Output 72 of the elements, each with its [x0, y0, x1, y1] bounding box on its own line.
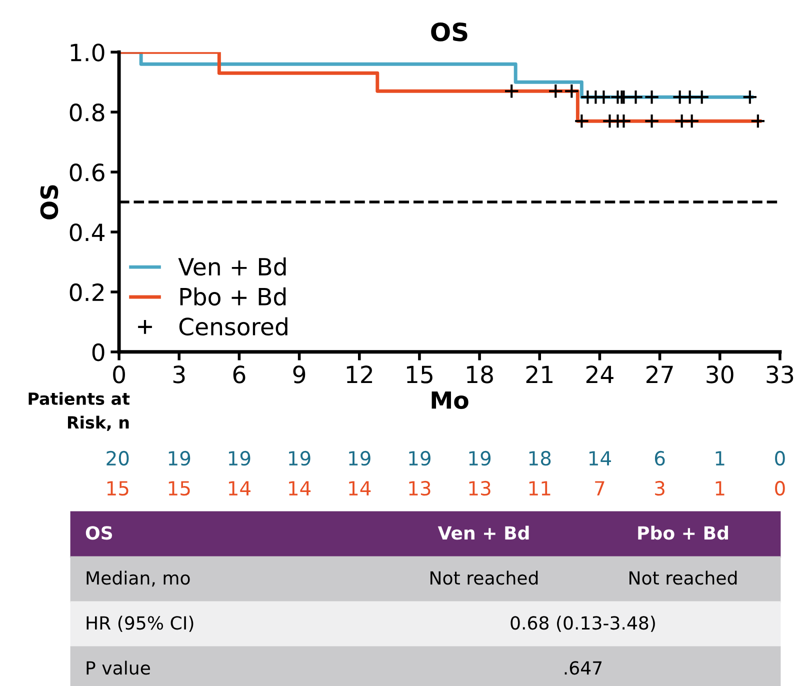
point — [628, 89, 644, 105]
legend-label: Pbo + Bd — [180, 287, 286, 306]
text: 15 — [107, 481, 128, 496]
text: 19 — [228, 450, 250, 466]
text: 19 — [409, 450, 430, 466]
x-tick-label: 9 — [293, 366, 306, 384]
point — [548, 83, 564, 99]
x-tick-label: 33 — [766, 366, 794, 384]
point — [684, 113, 700, 129]
x-axis-title: Mo — [432, 391, 468, 410]
x-tick-label: 3 — [173, 366, 185, 384]
text: 20 — [106, 450, 129, 466]
text: 19 — [168, 450, 190, 466]
y-tick-label: 0.4 — [70, 223, 105, 242]
x-tick-label: 0 — [113, 366, 125, 384]
text: 1 — [716, 481, 724, 496]
x-tick-label: 27 — [646, 366, 673, 384]
text: 14 — [589, 451, 611, 466]
point — [504, 83, 520, 99]
text: P value — [86, 660, 150, 675]
text: .647 — [564, 661, 602, 675]
text: 18 — [529, 450, 551, 466]
text: 0 — [775, 450, 785, 466]
point — [564, 83, 580, 99]
text: 19 — [289, 450, 310, 466]
text: 13 — [469, 480, 490, 496]
text: Pbo + Bd — [638, 526, 728, 540]
text: 6 — [654, 450, 665, 466]
text: 14 — [228, 481, 250, 496]
text: OS — [86, 526, 112, 540]
x-tick-label: 15 — [407, 366, 432, 384]
text: 7 — [595, 481, 604, 496]
point — [742, 89, 758, 105]
text: HR (95% CI) — [86, 616, 194, 632]
y-tick-label: 0.2 — [70, 283, 104, 302]
text: 14 — [289, 481, 311, 496]
text: 11 — [529, 481, 550, 496]
text: Ven + Bd — [438, 526, 529, 540]
text: 19 — [349, 450, 370, 466]
text: Median, mo — [86, 570, 190, 587]
point — [644, 113, 660, 129]
y-tick-label: 0.8 — [70, 104, 104, 122]
text: 13 — [409, 480, 430, 496]
text: Not reached — [430, 570, 538, 585]
chart-title: OS — [431, 22, 468, 42]
text: Not reached — [630, 570, 737, 585]
y-tick-label: 1.0 — [70, 44, 104, 62]
x-tick-label: 24 — [586, 366, 614, 384]
y-tick-label: 0.6 — [70, 163, 104, 182]
text: 0.68 (0.13-3.48) — [510, 616, 655, 632]
text: 1 — [716, 451, 724, 466]
point — [682, 89, 698, 105]
point — [574, 113, 590, 129]
point — [596, 89, 612, 105]
legend-label: Censored — [179, 317, 288, 336]
legend-label: Ven + Bd — [178, 257, 286, 276]
x-tick-label: 18 — [467, 366, 493, 384]
x-tick-label: 30 — [706, 366, 734, 384]
text: 3 — [655, 480, 664, 496]
x-tick-label: 12 — [346, 366, 372, 384]
point — [750, 113, 766, 129]
y-axis-title: OS — [40, 185, 58, 220]
x-tick-label: 21 — [526, 366, 552, 384]
y-tick-label: 0 — [92, 343, 104, 362]
text: 19 — [469, 450, 491, 466]
text: 0 — [775, 480, 785, 496]
point — [694, 89, 710, 105]
text: Patients at Risk, n — [28, 392, 130, 431]
text: 14 — [349, 481, 371, 496]
point — [644, 89, 660, 105]
x-tick-label: 6 — [233, 366, 246, 384]
text: 15 — [168, 481, 190, 496]
